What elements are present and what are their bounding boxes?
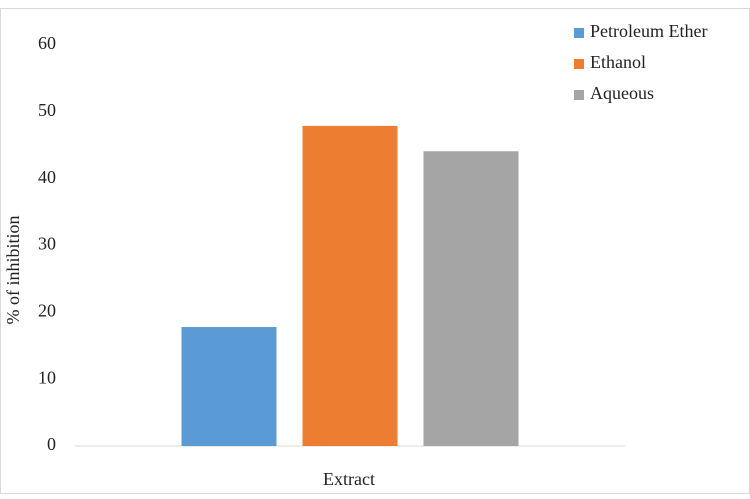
bar <box>423 151 519 446</box>
bar <box>302 125 398 446</box>
legend-label: Petroleum Ether <box>590 21 707 41</box>
legend-swatch <box>574 59 584 69</box>
y-tick-label: 20 <box>38 300 56 320</box>
legend-label: Aqueous <box>590 83 654 103</box>
legend-label: Ethanol <box>590 52 646 72</box>
y-tick-label: 30 <box>38 234 56 254</box>
x-axis-title: Extract <box>323 469 375 489</box>
y-tick-label: 0 <box>47 434 56 454</box>
y-axis-title: % of inhibition <box>3 216 23 325</box>
y-tick-label: 50 <box>38 100 56 120</box>
legend-swatch <box>574 28 584 38</box>
legend-swatch <box>574 90 584 100</box>
y-tick-label: 40 <box>38 167 56 187</box>
y-tick-label: 10 <box>38 367 56 387</box>
bar <box>181 327 277 446</box>
y-tick-label: 60 <box>38 33 56 53</box>
